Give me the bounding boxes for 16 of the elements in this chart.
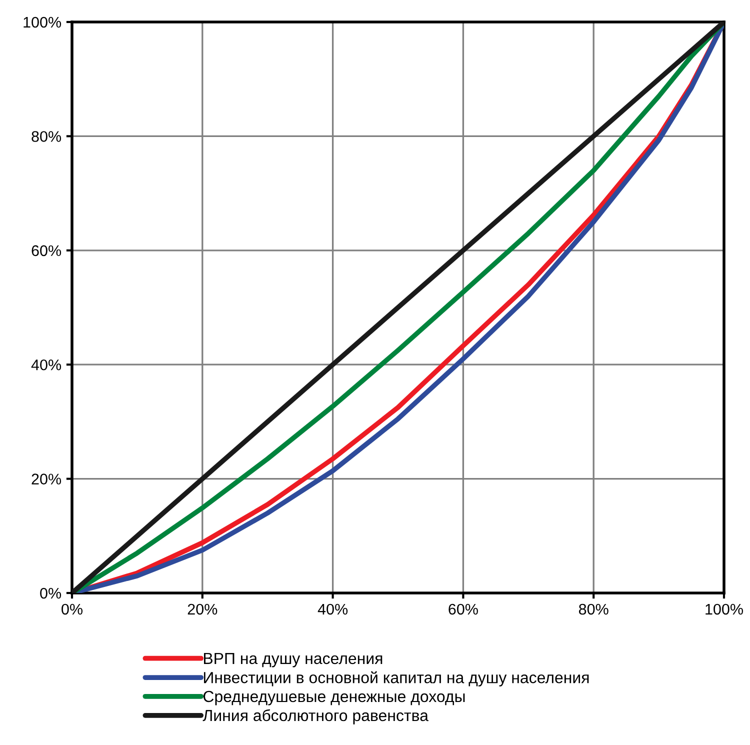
y-tick-label: 0% xyxy=(40,588,62,599)
x-tick-label: 40% xyxy=(318,604,348,615)
x-tick-label: 0% xyxy=(62,604,82,615)
legend-label: Линия абсолютного равенства xyxy=(202,709,428,724)
legend-label: Среднедушевые денежные доходы xyxy=(203,690,465,706)
x-tick-label: 20% xyxy=(188,604,218,615)
x-tick-label: 60% xyxy=(448,604,478,615)
y-tick-label: 40% xyxy=(31,359,62,370)
y-tick-label: 80% xyxy=(32,131,62,142)
y-tick-label: 100% xyxy=(24,16,62,28)
x-tick-label: 80% xyxy=(578,604,608,615)
legend-label: ВРП на душу населения xyxy=(204,652,382,668)
x-tick-label: 100% xyxy=(706,604,743,615)
legend-label: Инвестиции в основной капитал на душу населения xyxy=(204,671,589,686)
y-tick-label: 60% xyxy=(32,245,62,256)
y-tick-label: 20% xyxy=(32,474,62,484)
